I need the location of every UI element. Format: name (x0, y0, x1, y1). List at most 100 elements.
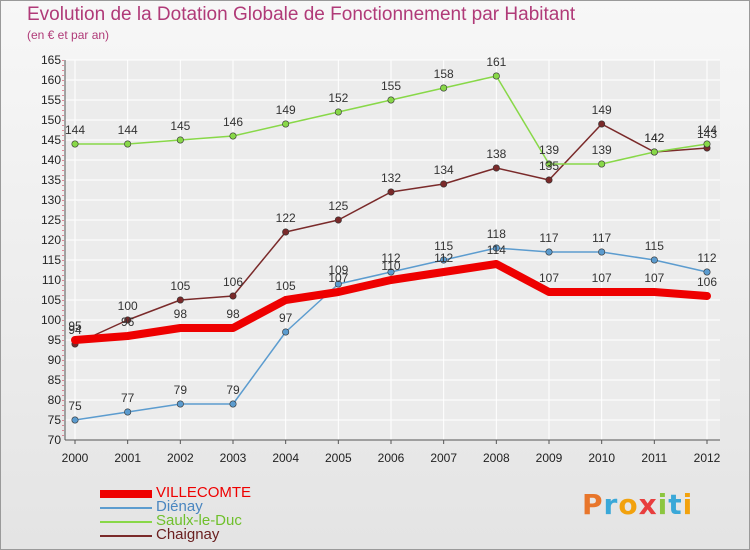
data-label: 144 (697, 123, 717, 137)
data-point (282, 120, 290, 128)
data-label: 79 (226, 383, 240, 397)
data-point (334, 108, 342, 116)
data-label: 98 (226, 307, 240, 321)
y-tick-label: 85 (48, 373, 62, 387)
data-label: 107 (644, 271, 664, 285)
data-label: 144 (118, 123, 138, 137)
x-tick-label: 2000 (62, 451, 89, 465)
data-label: 161 (486, 55, 506, 69)
y-tick-label: 115 (42, 253, 61, 267)
data-label: 125 (328, 199, 348, 213)
x-tick-label: 2003 (220, 451, 247, 465)
x-tick-label: 2004 (272, 451, 299, 465)
legend-swatch (100, 521, 152, 523)
data-label: 98 (174, 307, 188, 321)
x-tick-label: 2008 (483, 451, 510, 465)
data-label: 155 (381, 79, 401, 93)
data-point (229, 132, 237, 140)
logo-letter: i (682, 488, 694, 521)
logo-letter: r (603, 488, 619, 521)
data-label: 79 (174, 383, 188, 397)
data-label: 134 (434, 163, 454, 177)
data-point (545, 160, 553, 168)
y-tick-label: 155 (41, 93, 61, 107)
data-label: 138 (486, 147, 506, 161)
x-tick-label: 2005 (325, 451, 352, 465)
data-point (124, 316, 132, 324)
y-tick-label: 120 (41, 233, 61, 247)
data-point (176, 136, 184, 144)
data-label: 142 (644, 131, 664, 145)
data-point (545, 248, 553, 256)
data-label: 118 (487, 227, 506, 241)
data-label: 109 (328, 263, 348, 277)
data-label: 152 (328, 91, 348, 105)
data-label: 112 (434, 251, 453, 265)
data-label: 143 (697, 127, 717, 141)
data-point (282, 228, 290, 236)
data-label: 96 (121, 315, 135, 329)
y-tick-label: 125 (41, 213, 61, 227)
data-label: 114 (487, 243, 506, 257)
logo-letter: P (582, 488, 604, 521)
x-tick-label: 2010 (588, 451, 615, 465)
y-tick-label: 70 (48, 433, 62, 447)
data-label: 100 (118, 299, 138, 313)
data-label: 146 (223, 115, 243, 129)
data-point (124, 140, 132, 148)
data-point (229, 292, 237, 300)
data-label: 107 (592, 271, 612, 285)
y-tick-label: 100 (41, 313, 61, 327)
y-tick-label: 160 (41, 73, 61, 87)
data-label: 75 (68, 399, 82, 413)
data-label: 107 (328, 271, 348, 285)
data-label: 105 (170, 279, 190, 293)
y-tick-label: 90 (48, 353, 62, 367)
x-tick-label: 2007 (430, 451, 457, 465)
y-tick-label: 80 (48, 393, 62, 407)
logo-letter: t (668, 488, 683, 521)
data-label: 106 (223, 275, 243, 289)
data-label: 106 (697, 275, 717, 289)
data-label: 95 (68, 319, 82, 333)
y-tick-label: 75 (48, 413, 62, 427)
y-tick-label: 150 (41, 113, 61, 127)
data-label: 139 (592, 143, 612, 157)
data-point (440, 84, 448, 92)
data-label: 107 (539, 271, 559, 285)
data-point (387, 188, 395, 196)
data-label: 135 (539, 159, 559, 173)
data-point (387, 96, 395, 104)
logo-letter: i (657, 488, 669, 521)
logo-letter: x (638, 488, 658, 521)
x-tick-label: 2006 (378, 451, 405, 465)
data-point (703, 140, 711, 148)
data-label: 117 (539, 231, 558, 245)
data-label: 139 (539, 143, 559, 157)
data-point (598, 160, 606, 168)
data-point (492, 164, 500, 172)
data-label: 110 (381, 259, 400, 273)
y-tick-label: 135 (41, 173, 61, 187)
data-point (598, 248, 606, 256)
y-tick-label: 110 (42, 273, 61, 287)
x-tick-label: 2001 (114, 451, 141, 465)
data-point (282, 328, 290, 336)
legend-label: Diénay (156, 498, 203, 515)
proxiti-logo: Proxiti (582, 488, 693, 521)
chart-subtitle: (en € et par an) (27, 28, 110, 42)
data-point (598, 120, 606, 128)
y-tick-label: 130 (41, 193, 61, 207)
y-tick-label: 145 (41, 133, 61, 147)
data-label: 158 (434, 67, 454, 81)
data-point (124, 408, 132, 416)
series-line-villecomte (71, 260, 711, 344)
data-point (492, 244, 500, 252)
data-label: 144 (65, 123, 85, 137)
data-label: 122 (276, 211, 296, 225)
data-point (71, 416, 79, 424)
data-point (492, 72, 500, 80)
plot-area (65, 60, 720, 440)
data-label: 132 (381, 171, 401, 185)
